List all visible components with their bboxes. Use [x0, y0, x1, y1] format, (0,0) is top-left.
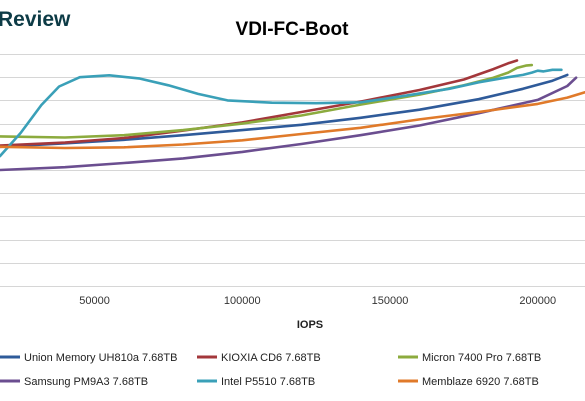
- legend-item: KIOXIA CD6 7.68TB: [197, 352, 321, 364]
- legend-item: Memblaze 6920 7.68TB: [398, 376, 539, 388]
- legend-label: Union Memory UH810a 7.68TB: [24, 352, 177, 364]
- legend-item: Micron 7400 Pro 7.68TB: [398, 352, 541, 364]
- legend-label: KIOXIA CD6 7.68TB: [221, 352, 321, 364]
- x-tick-label: 200000: [519, 295, 556, 307]
- series-line-6: [0, 91, 585, 150]
- series-line-3: [0, 63, 534, 139]
- x-tick-label: 150000: [372, 295, 409, 307]
- series-line-2: [0, 59, 519, 147]
- legend-item: Intel P5510 7.68TB: [197, 376, 315, 388]
- x-tick-label: 100000: [224, 295, 261, 307]
- legend-label: Memblaze 6920 7.68TB: [422, 376, 539, 388]
- x-axis-label: IOPS: [297, 319, 323, 331]
- series-line-5: [0, 68, 563, 158]
- series-lines: [0, 59, 585, 172]
- legend-label: Intel P5510 7.68TB: [221, 376, 315, 388]
- legend-label: Samsung PM9A3 7.68TB: [24, 376, 148, 388]
- series-line-1: [0, 73, 569, 149]
- gridlines: [0, 54, 585, 287]
- series-line-4: [0, 76, 578, 172]
- legend-item: Union Memory UH810a 7.68TB: [0, 352, 177, 364]
- brand-logo-text: Review: [0, 8, 71, 31]
- legend-item: Samsung PM9A3 7.68TB: [0, 376, 148, 388]
- legend-label: Micron 7400 Pro 7.68TB: [422, 352, 541, 364]
- legend: Union Memory UH810a 7.68TB KIOXIA CD6 7.6…: [0, 352, 541, 388]
- chart-title: VDI-FC-Boot: [236, 19, 350, 40]
- x-tick-label: 50000: [79, 295, 110, 307]
- x-axis-ticks: 50000 100000 150000 200000: [79, 295, 556, 307]
